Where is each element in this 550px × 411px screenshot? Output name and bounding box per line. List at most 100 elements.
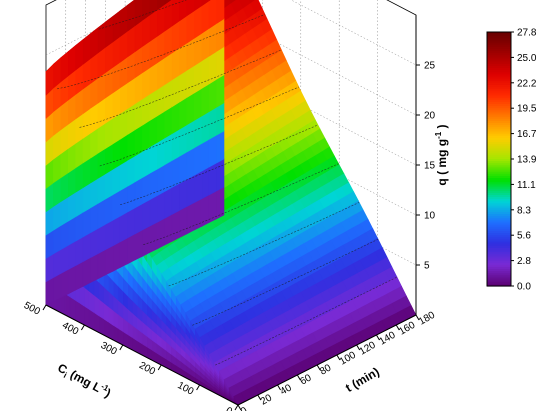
colorbar-band — [487, 97, 511, 101]
side-face — [179, 69, 188, 103]
side-face — [216, 158, 225, 192]
side-face — [105, 143, 114, 175]
side-face — [97, 198, 106, 230]
colorbar-tick-label: 25.0 — [517, 53, 537, 64]
colorbar-tick-label: 13.9 — [517, 155, 537, 166]
colorbar-band — [487, 65, 511, 69]
colorbar-band — [487, 228, 511, 232]
colorbar-band — [487, 222, 511, 226]
side-face — [90, 202, 99, 234]
z-axis-title: q ( mg g-1 ) — [434, 124, 449, 185]
side-face — [90, 177, 99, 209]
side-face — [75, 187, 84, 218]
side-face — [119, 4, 128, 38]
side-face — [68, 240, 76, 270]
side-face — [112, 10, 121, 43]
side-face — [142, 172, 151, 205]
y-tick-label: 40 — [279, 382, 295, 397]
side-face — [164, 133, 173, 166]
colorbar-band — [487, 82, 511, 86]
side-face — [164, 0, 173, 32]
colorbar-band — [487, 133, 511, 137]
x-axis-title: Ci (mg L-1) — [54, 360, 113, 402]
side-face — [134, 229, 143, 261]
colorbar-band — [487, 239, 511, 243]
contour-line — [99, 86, 300, 167]
y-tick — [316, 364, 321, 371]
x-tick-label: 400 — [60, 320, 80, 338]
colorbar-band — [487, 283, 511, 287]
side-face — [68, 265, 76, 295]
contour-line — [143, 163, 339, 245]
colorbar-band — [487, 87, 511, 90]
gridline — [45, 114, 417, 216]
side-face — [134, 124, 143, 157]
y-tick — [296, 374, 301, 381]
side-face — [149, 195, 158, 227]
side-face — [179, 0, 188, 22]
side-face — [157, 164, 165, 197]
colorbar-tick-label: 22.2 — [517, 78, 537, 89]
side-face — [149, 62, 158, 95]
colorbar-band — [487, 218, 511, 221]
colorbar-band — [487, 182, 511, 185]
z-tick-label: 20 — [424, 111, 436, 122]
colorbar-band — [487, 273, 511, 277]
side-face — [201, 138, 210, 172]
side-face — [208, 78, 217, 113]
colorbar-band — [487, 167, 511, 171]
gridline — [45, 64, 417, 166]
colorbar-band — [487, 120, 511, 124]
y-tick — [336, 354, 341, 361]
colorbar-band — [487, 233, 511, 236]
side-face — [208, 162, 217, 196]
side-face — [216, 186, 225, 220]
y-tick — [415, 314, 420, 321]
colorbar-band — [487, 125, 511, 128]
y-tick-label: 180 — [417, 310, 437, 328]
colorbar-band — [487, 264, 511, 268]
colorbar-band — [487, 72, 511, 75]
colorbar-band — [487, 63, 511, 67]
side-face — [194, 60, 203, 94]
side-face — [149, 88, 158, 122]
colorbar-band — [487, 38, 511, 42]
colorbar-band — [487, 34, 511, 37]
colorbar-band — [487, 74, 511, 78]
contour-line — [120, 124, 319, 205]
colorbar-tick-label: 16.7 — [517, 129, 537, 140]
side-face — [105, 15, 114, 48]
colorbar-band — [487, 163, 511, 166]
colorbar-band — [487, 161, 511, 164]
colorbar-band — [487, 211, 511, 215]
colorbar-band — [487, 46, 511, 50]
side-face — [171, 0, 180, 27]
side-face — [97, 249, 106, 280]
colorbar-band — [487, 101, 511, 105]
side-face — [105, 245, 114, 276]
colorbar-band — [487, 32, 511, 35]
side-face — [127, 0, 136, 32]
side-face — [105, 117, 114, 150]
colorbar-band — [487, 123, 511, 126]
side-face — [53, 249, 62, 279]
side-face — [127, 77, 136, 110]
z-tick-label: 10 — [424, 211, 436, 222]
colorbar-band — [487, 106, 511, 109]
side-face — [75, 211, 84, 242]
side-face — [171, 155, 180, 188]
side-face — [75, 261, 84, 291]
y-tick-label: 0 — [239, 405, 250, 411]
side-face — [201, 55, 210, 89]
y-tick — [257, 394, 262, 401]
side-face — [179, 96, 188, 130]
y-axis-line — [237, 314, 417, 406]
side-face — [149, 0, 158, 16]
side-face — [208, 50, 217, 85]
colorbar-band — [487, 76, 511, 80]
side-face — [112, 138, 121, 170]
side-face — [142, 146, 151, 179]
side-face — [201, 83, 210, 117]
colorbar-band — [487, 201, 511, 205]
colorbar-band — [487, 142, 511, 145]
